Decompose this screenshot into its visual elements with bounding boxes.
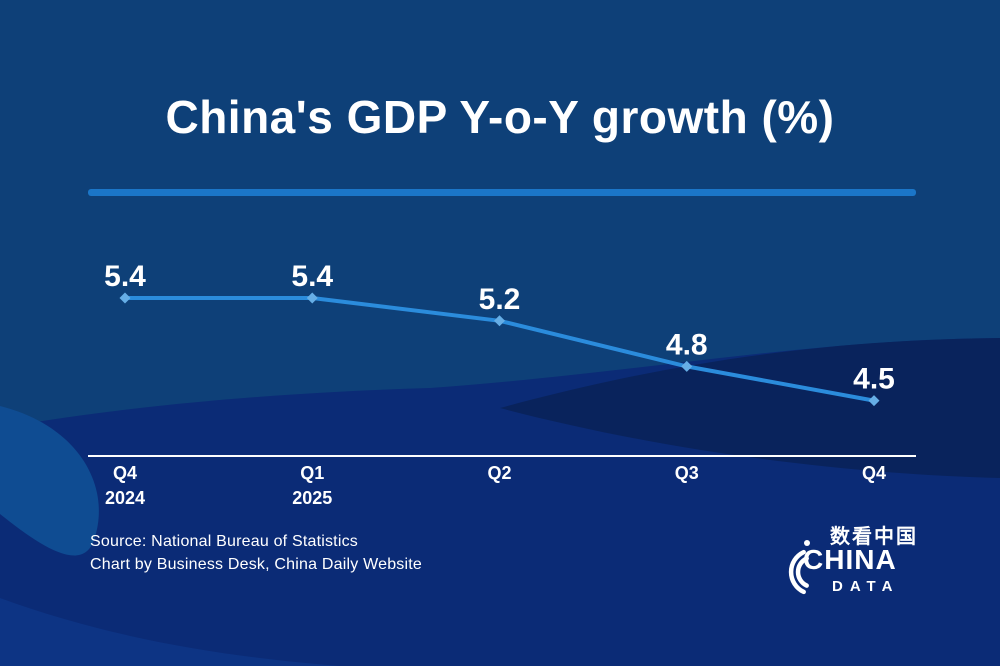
data-point-label: 4.8 [666,328,708,361]
wave-dark [500,338,1000,478]
signal-arcs-icon [788,540,810,595]
data-point-marker [681,360,693,372]
credit-line: Chart by Business Desk, China Daily Webs… [90,556,422,573]
data-point-label: 5.4 [291,260,333,293]
x-axis-tick-quarter: Q4 [113,463,137,483]
x-axis-tick-year: 2025 [292,488,332,508]
x-axis-tick-quarter: Q2 [487,463,511,483]
x-axis-tick-quarter: Q1 [300,463,324,483]
logo-chinese-text: 数看中国 [830,526,918,548]
logo-china-text: CHINA [803,544,897,575]
logo-data-text: DATA [832,578,900,595]
page-title: China's GDP Y-o-Y growth (%) [165,91,835,143]
x-axis-tick-year: 2024 [105,488,145,508]
data-point-label: 5.2 [479,283,521,316]
data-point-marker [306,292,318,304]
data-point-label: 4.5 [853,363,895,396]
data-point-marker [868,395,880,407]
x-axis-tick-quarter: Q4 [862,463,886,483]
data-point-label: 5.4 [104,260,146,293]
wave-bottom [0,598,340,666]
title-divider [88,189,916,196]
x-axis-tick-quarter: Q3 [675,463,699,483]
footer-credits: Source: National Bureau of Statistics Ch… [90,530,422,576]
data-point-marker [119,292,131,304]
wave-light [0,406,99,556]
china-data-logo: 数看中国 CHINA DATA [776,518,924,602]
source-line: Source: National Bureau of Statistics [90,533,358,550]
data-point-marker [494,315,505,327]
